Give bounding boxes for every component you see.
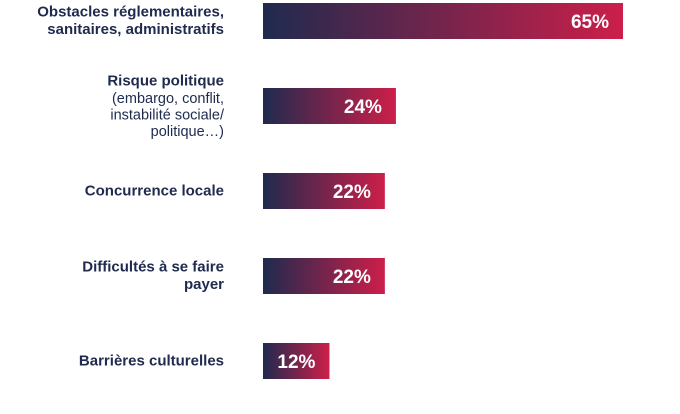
category-label-5: Barrières culturelles [79,352,224,369]
bar-2 [263,88,396,124]
value-label-4: 22% [333,267,371,288]
bar-5 [263,343,330,379]
category-line: Barrières culturelles [79,352,224,369]
value-label-3: 22% [333,182,371,203]
value-label-2: 24% [344,97,382,118]
category-label-2: Risque politique(embargo, conflit,instab… [107,73,225,141]
category-label-3: Concurrence locale [85,182,224,199]
category-line: Difficultés à se faire [82,259,224,276]
bar-3 [263,173,385,209]
category-subline: politique…) [151,124,224,140]
bars-layer: 65% 24% 22% 22% 12% [263,3,623,379]
category-line: Obstacles réglementaires, [37,4,224,21]
category-line: sanitaires, administratifs [47,21,224,38]
bar-1 [263,3,623,39]
category-line: Risque politique [107,73,224,90]
value-label-1: 65% [571,12,609,33]
category-subline: (embargo, conflit, [112,91,224,107]
category-label-1: Obstacles réglementaires,sanitaires, adm… [37,4,224,39]
category-labels: Obstacles réglementaires,sanitaires, adm… [37,4,225,370]
value-label-5: 12% [277,352,315,373]
bar-4 [263,258,385,294]
category-subline: instabilité sociale/ [110,108,225,124]
category-line: Concurrence locale [85,182,224,199]
category-line: payer [184,276,224,293]
